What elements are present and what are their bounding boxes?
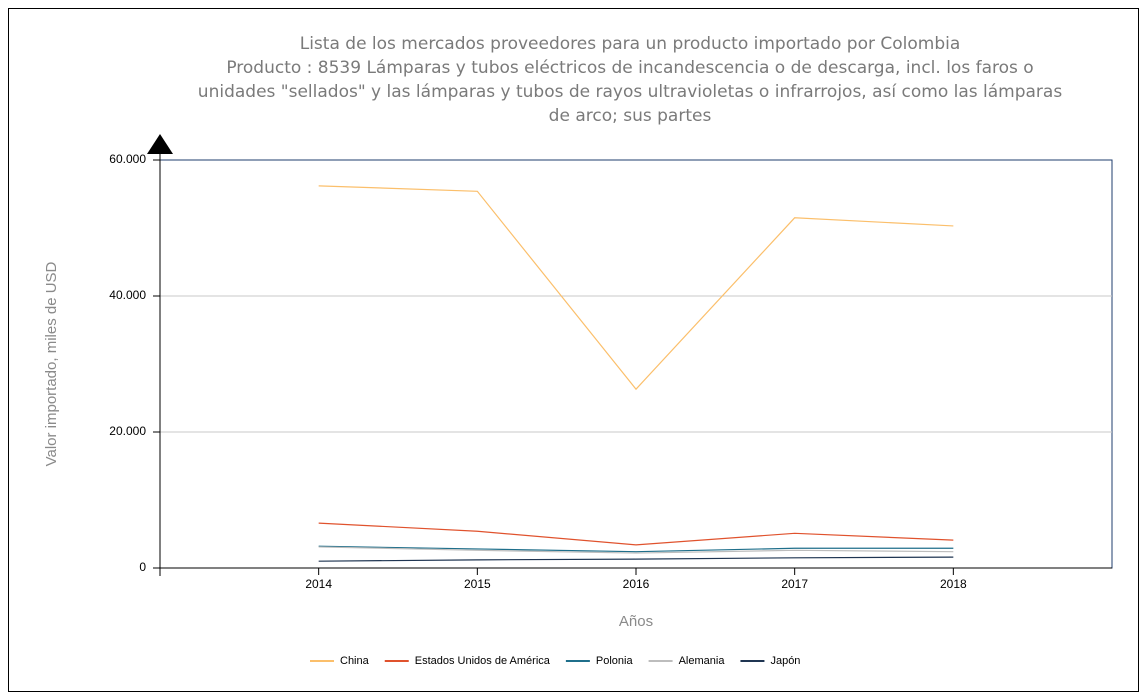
legend-label: Alemania — [679, 655, 726, 667]
chart-title: Producto : 8539 Lámparas y tubos eléctri… — [226, 58, 1033, 78]
y-tick-label: 20.000 — [109, 424, 146, 438]
x-tick-label: 2015 — [464, 577, 491, 591]
x-tick-label: 2018 — [940, 577, 967, 591]
series-line — [318, 545, 954, 553]
y-tick-label: 40.000 — [109, 288, 146, 302]
series-line — [318, 556, 954, 562]
y-axis-title: Valor importado, miles de USD — [43, 261, 60, 466]
series-line — [318, 546, 954, 554]
legend-label: China — [340, 655, 370, 667]
series-line — [318, 185, 954, 391]
legend-label: Japón — [770, 655, 800, 667]
chart-title: unidades "sellados" y las lámparas y tub… — [198, 82, 1063, 102]
x-tick-label: 2016 — [623, 577, 650, 591]
series-line — [318, 522, 954, 546]
chart-title: de arco; sus partes — [549, 106, 712, 126]
x-axis-title: Años — [619, 613, 653, 630]
x-tick-label: 2014 — [305, 577, 332, 591]
frame — [8, 8, 1139, 692]
legend-label: Estados Unidos de América — [415, 655, 551, 667]
chart-title: Lista de los mercados proveedores para u… — [300, 34, 961, 54]
y-tick-label: 0 — [139, 560, 146, 574]
y-tick-label: 60.000 — [109, 152, 146, 166]
legend-label: Polonia — [596, 655, 634, 667]
axis-arrow — [147, 134, 173, 154]
x-tick-label: 2017 — [781, 577, 808, 591]
